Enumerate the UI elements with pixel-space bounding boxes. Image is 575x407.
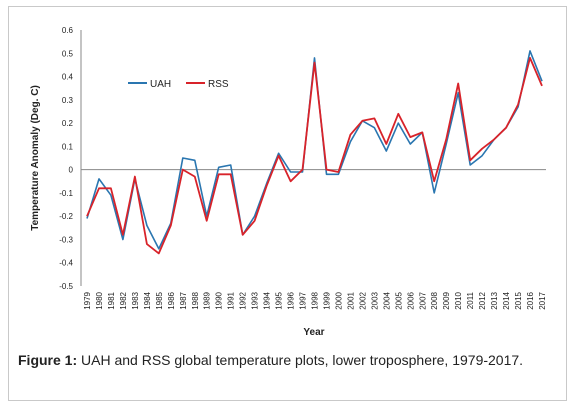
- x-tick-label: 2008: [430, 291, 439, 309]
- x-tick-label: 1983: [131, 291, 140, 309]
- x-tick-label: 2009: [442, 291, 451, 309]
- legend: UAH RSS: [128, 79, 229, 90]
- x-tick-label: 2000: [334, 291, 343, 309]
- x-axis-title: Year: [303, 327, 324, 338]
- x-tick-label: 2017: [538, 291, 547, 309]
- y-tick-label: -0.5: [59, 282, 73, 291]
- x-tick-label: 2006: [406, 291, 415, 309]
- x-tick-label: 1998: [311, 291, 320, 309]
- y-tick-label: -0.3: [59, 235, 73, 244]
- series-line-uah: [86, 50, 543, 250]
- x-tick-label: 2005: [394, 291, 403, 309]
- legend-label-rss: RSS: [208, 79, 229, 90]
- x-tick-label: 1988: [191, 291, 200, 309]
- x-tick-label: 2004: [382, 291, 391, 309]
- y-tick-label: 0.3: [62, 96, 74, 105]
- x-tick-label: 2016: [526, 291, 535, 309]
- y-tick-label: -0.1: [59, 189, 73, 198]
- legend-label-uah: UAH: [150, 79, 171, 90]
- series-lines: [86, 50, 543, 255]
- x-tick-label: 1999: [323, 291, 332, 309]
- y-axis-title: Temperature Anomaly (Deg. C): [30, 85, 41, 231]
- y-tick-label: -0.2: [59, 212, 73, 221]
- y-tick-labels: 0.6 0.5 0.4 0.3 0.2 0.1 0 -0.1 -0.2 -0.3 -0.4 -0.5: [59, 26, 73, 291]
- x-tick-label: 1989: [203, 291, 212, 309]
- x-tick-label: 1979: [83, 291, 92, 309]
- y-tick-label: 0.4: [62, 73, 74, 82]
- caption-label: Figure 1:: [18, 352, 78, 368]
- x-tick-label: 2012: [478, 291, 487, 309]
- temperature-chart: 0.60.50.40.30.20.10-0.1-0.2-0.3-0.4-0.5 …: [30, 26, 547, 338]
- x-tick-label: 1985: [155, 291, 164, 309]
- x-tick-label: 2001: [346, 291, 355, 309]
- x-tick-label: 2014: [502, 291, 511, 309]
- x-tick-label: 1995: [275, 291, 284, 309]
- x-tick-label: 1984: [143, 291, 152, 309]
- y-tick-label: 0.5: [62, 49, 74, 58]
- x-tick-label: 1992: [239, 291, 248, 309]
- x-tick-label: 2003: [370, 291, 379, 309]
- x-tick-label: 2015: [514, 291, 523, 309]
- x-tick-label: 2010: [454, 291, 463, 309]
- x-tick-label: 2002: [358, 291, 367, 309]
- y-tick-label: 0.2: [62, 119, 74, 128]
- y-tick-label: -0.4: [59, 259, 73, 268]
- x-tick-label: 1982: [119, 291, 128, 309]
- caption-text: UAH and RSS global temperature plots, lo…: [77, 352, 524, 368]
- y-tick-label: 0.6: [62, 26, 74, 35]
- x-tick-label: 1981: [107, 291, 116, 309]
- x-tick-label: 2007: [418, 291, 427, 309]
- x-tick-labels: 1979 1980 1981 1982 1983 1984 1985 1986 1987 1988…: [83, 291, 547, 309]
- x-tick-label: 1987: [179, 291, 188, 309]
- figure-caption: Figure 1: UAH and RSS global temperature…: [18, 351, 558, 369]
- x-tick-label: 1994: [263, 291, 272, 309]
- x-tick-label: 1980: [95, 291, 104, 309]
- series-line-rss: [86, 57, 543, 255]
- y-tick-label: 0.1: [62, 142, 74, 151]
- x-tick-label: 1993: [251, 291, 260, 309]
- figure-frame: [8, 6, 567, 401]
- x-tick-label: 1991: [227, 291, 236, 309]
- x-tick-label: 1996: [287, 291, 296, 309]
- x-tick-label: 1986: [167, 291, 176, 309]
- x-tick-label: 2013: [490, 291, 499, 309]
- x-tick-label: 1997: [299, 291, 308, 309]
- y-tick-label: 0: [69, 166, 74, 175]
- x-tick-label: 2011: [466, 291, 475, 309]
- x-tick-label: 1990: [215, 291, 224, 309]
